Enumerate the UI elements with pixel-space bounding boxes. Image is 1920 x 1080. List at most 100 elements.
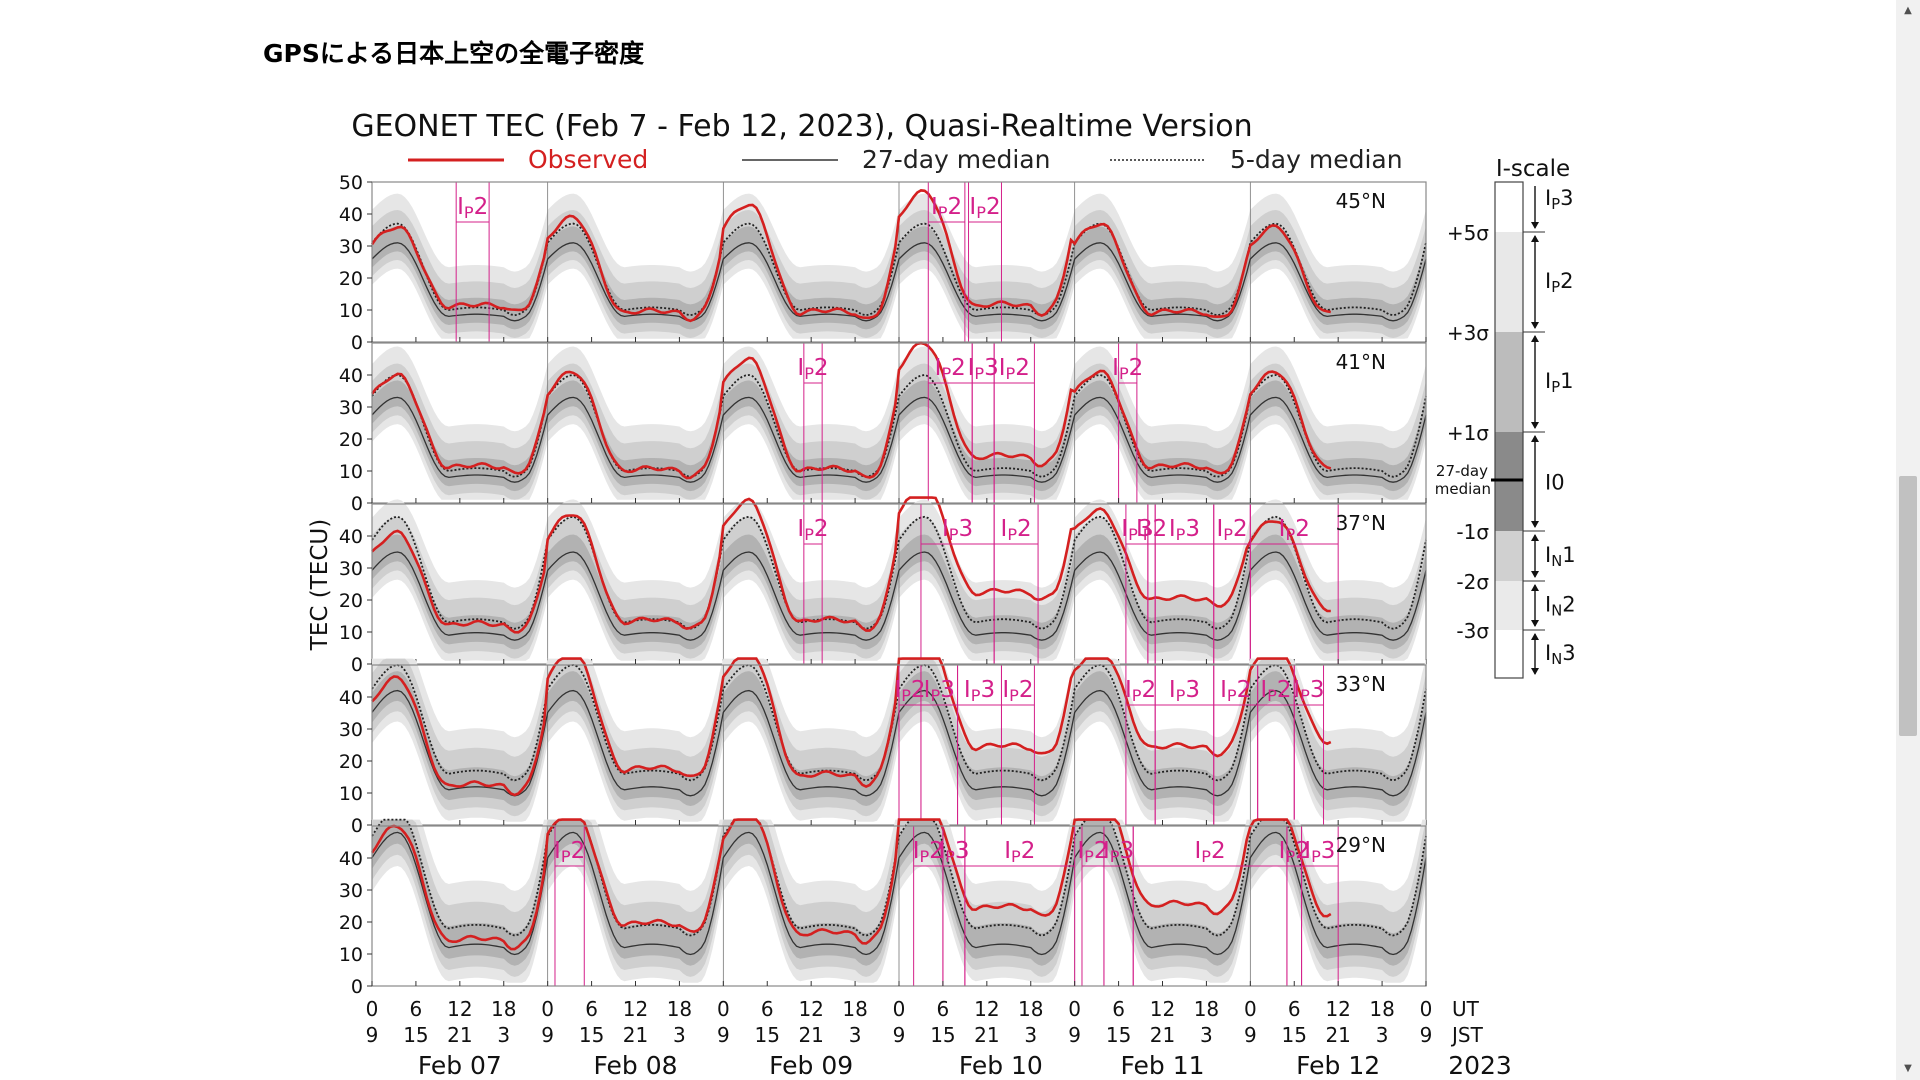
scrollbar-thumb[interactable] [1899,476,1917,736]
latitude-label: 41°N [1336,350,1386,374]
median27-line [371,396,1427,483]
storm-label: IP3 [1121,516,1152,544]
jst-tick-label: 3 [1024,1023,1037,1047]
jst-tick-label: 15 [403,1023,428,1047]
i-scale-class-label: IP3 [1545,186,1573,213]
storm-label: IP2 [1194,838,1225,866]
i-scale-block [1495,531,1523,581]
i-scale-arrowhead [1531,521,1539,528]
ut-tick-label: 0 [893,997,906,1021]
ut-tick-label: 0 [717,997,730,1021]
y-tick-label: 40 [339,365,363,387]
day-label: Feb 09 [769,1051,853,1080]
i-scale-level-label: -2σ [1456,570,1489,594]
i-scale-frame [1494,181,1524,679]
ut-tick-label: 0 [1244,997,1257,1021]
y-tick-label: 40 [339,526,363,548]
i-scale-arrowhead [1531,633,1539,640]
jst-tick-label: 15 [579,1023,604,1047]
day-label: Feb 10 [959,1051,1043,1080]
y-tick-label: 50 [339,172,363,194]
chart-title: GEONET TEC (Feb 7 - Feb 12, 2023), Quasi… [351,109,1252,144]
i-scale-block [1495,182,1523,232]
ut-tick-label: 18 [842,997,867,1021]
i-scale-arrowhead [1531,620,1539,627]
jst-tick-label: 9 [1068,1023,1081,1047]
storm-label: IP2 [457,194,488,222]
y-tick-label: 30 [339,397,363,419]
jst-tick-label: 3 [849,1023,862,1047]
i-scale-block [1495,581,1523,630]
storm-label: IP2 [894,677,925,705]
scroll-up-arrow-icon[interactable]: ▲ [1904,5,1912,16]
y-tick-label: 20 [339,429,363,451]
storm-label: IP3 [942,516,973,544]
storm-label: IP2 [797,516,828,544]
ut-tick-label: 12 [974,997,999,1021]
legend-median27-label: 27-day median [862,145,1050,174]
i-scale-level-label: +1σ [1447,421,1489,445]
ut-tick-label: 18 [491,997,516,1021]
ut-tick-label: 12 [798,997,823,1021]
i-scale-arrowhead [1531,335,1539,342]
year-label: 2023 [1448,1051,1512,1080]
ut-tick-label: 18 [667,997,692,1021]
ut-tick-label: 6 [410,997,423,1021]
sigma-band-3 [372,226,1426,330]
y-tick-label: 10 [339,622,363,644]
observed-line [370,818,1332,951]
i-scale-level-label: median [1435,480,1491,498]
jst-tick-label: 21 [1150,1023,1175,1047]
storm-label: IP2 [1125,677,1156,705]
jst-tick-label: 15 [1106,1023,1131,1047]
jst-tick-label: 3 [1376,1023,1389,1047]
day-label: Feb 11 [1120,1051,1204,1080]
i-scale-arrowhead [1531,534,1539,541]
i-scale-block [1495,232,1523,332]
jst-tick-label: 15 [1282,1023,1307,1047]
y-tick-label: 20 [339,912,363,934]
ut-tick-label: 12 [623,997,648,1021]
i-scale-arrowhead [1531,435,1539,442]
storm-label: IP2 [797,355,828,383]
ut-tick-label: 6 [1288,997,1301,1021]
storm-label: IP2 [913,838,944,866]
median27-line [371,831,1427,956]
y-tick-label: 0 [351,332,363,354]
latitude-label: 29°N [1336,833,1386,857]
y-tick-label: 0 [351,976,363,998]
ut-tick-label: 6 [937,997,950,1021]
storm-label: IP2 [969,194,1000,222]
day-label: Feb 08 [593,1051,677,1080]
jst-tick-label: 9 [893,1023,906,1047]
jst-tick-label: 3 [673,1023,686,1047]
jst-tick-label: 9 [1420,1023,1433,1047]
jst-tick-label: 9 [541,1023,554,1047]
ut-tick-label: 0 [541,997,554,1021]
i-scale-class-label: I0 [1545,471,1565,495]
storm-label: IP2 [1112,355,1143,383]
storm-label: IP3 [1103,838,1134,866]
ut-tick-label: 18 [1018,997,1043,1021]
y-tick-label: 0 [351,815,363,837]
i-scale-arrowhead [1531,422,1539,429]
storm-label: IP3 [924,677,955,705]
storm-label: IP2 [1136,516,1167,544]
observed-line [370,189,1332,323]
jst-tick-label: 15 [930,1023,955,1047]
i-scale-arrowhead [1531,668,1539,675]
scroll-down-arrow-icon[interactable]: ▼ [1904,1063,1912,1074]
jst-tick-label: 21 [1325,1023,1350,1047]
ut-tick-label: 18 [1194,997,1219,1021]
legend-median5-label: 5-day median [1230,145,1403,174]
storm-label: IP2 [1004,838,1035,866]
i-scale-class-label: IP2 [1545,269,1573,296]
ut-tick-label: 12 [1150,997,1175,1021]
y-tick-label: 10 [339,461,363,483]
day-label: Feb 12 [1296,1051,1380,1080]
storm-label: IP3 [968,355,999,383]
median5-line [371,818,1427,937]
